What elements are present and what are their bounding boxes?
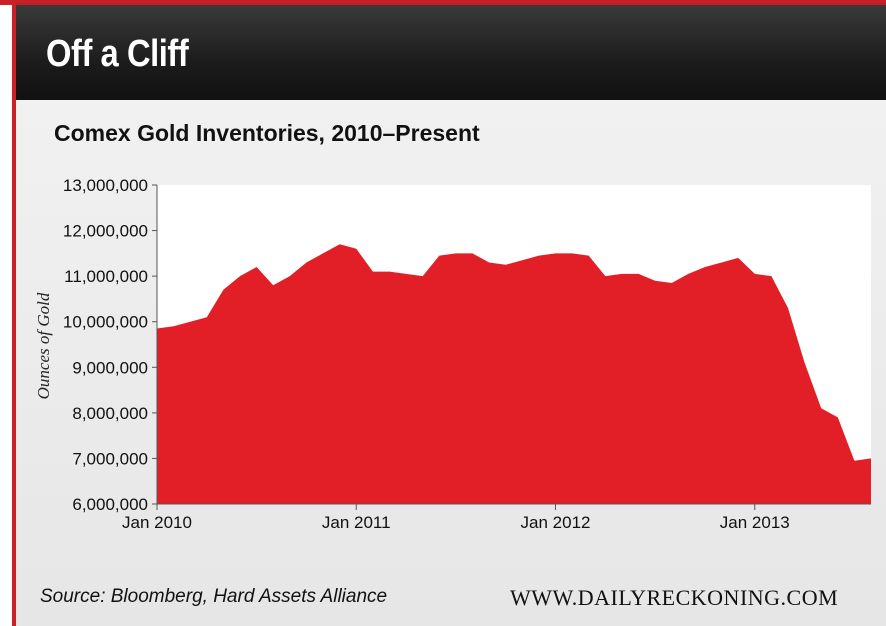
chart-title: Comex Gold Inventories, 2010–Present bbox=[54, 120, 480, 146]
y-tick-label: 11,000,000 bbox=[64, 267, 148, 286]
source-note: Source: Bloomberg, Hard Assets Alliance bbox=[40, 586, 388, 607]
banner-title: Off a Cliff bbox=[46, 33, 189, 75]
y-tick-label: 12,000,000 bbox=[63, 222, 148, 241]
top-red-border bbox=[0, 0, 886, 5]
title-banner: Off a Cliff bbox=[16, 5, 886, 100]
x-tick-label: Jan 2010 bbox=[122, 513, 192, 532]
y-tick-label: 9,000,000 bbox=[72, 358, 148, 377]
gold-inventory-area bbox=[157, 244, 871, 504]
x-tick-label: Jan 2011 bbox=[322, 513, 391, 532]
y-tick-label: 7,000,000 bbox=[72, 449, 148, 468]
left-red-border bbox=[12, 0, 16, 626]
y-tick-label: 13,000,000 bbox=[63, 176, 148, 195]
y-tick-label: 10,000,000 bbox=[63, 313, 148, 332]
y-tick-label: 8,000,000 bbox=[72, 404, 148, 423]
x-tick-label: Jan 2013 bbox=[720, 513, 790, 532]
y-tick-label: 6,000,000 bbox=[72, 495, 148, 514]
x-tick-label: Jan 2012 bbox=[521, 513, 591, 532]
y-axis-label: Ounces of Gold bbox=[34, 292, 53, 400]
site-url: WWW.DAILYRECKONING.COM bbox=[510, 585, 839, 610]
